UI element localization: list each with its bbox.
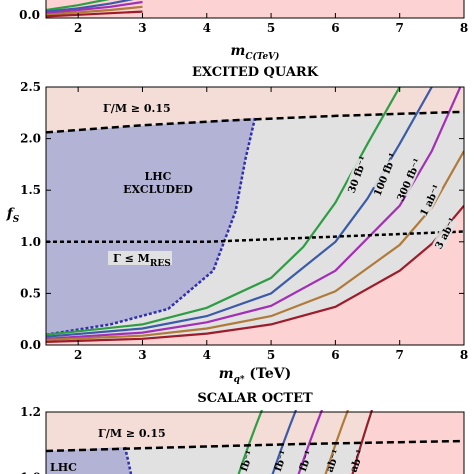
top-red-region <box>46 0 464 18</box>
y-tick-label: 2.0 <box>20 132 41 146</box>
x-tick-label: 3 <box>138 348 146 362</box>
series-label-bg <box>373 157 397 192</box>
series-line <box>46 87 433 338</box>
bottom-frame <box>45 411 465 474</box>
y-tick-label: 1.5 <box>20 183 41 197</box>
bottom-series-line <box>351 410 374 474</box>
top-x-tick-label: 5 <box>267 21 275 35</box>
top-x-tick-label: 7 <box>396 21 404 35</box>
bottom-width-line <box>46 439 464 453</box>
bottom-excluded-boundary <box>123 446 133 474</box>
lhc-excluded-region <box>46 118 255 335</box>
series-line <box>46 87 401 336</box>
bottom-series-line <box>324 410 350 474</box>
width-lower-label-bg <box>108 251 172 265</box>
x-tick-label: 5 <box>267 348 275 362</box>
series-label-bg <box>396 162 421 197</box>
y-axis-label: fS <box>6 206 20 225</box>
top-x-tick-label: 6 <box>331 21 339 35</box>
top-plot-area <box>46 0 464 18</box>
bottom-y-tick-label: 1.0 <box>20 471 41 474</box>
series-label-bg <box>345 157 369 192</box>
excluded-label-line1: LHC <box>145 170 172 183</box>
top-series-line <box>46 0 110 12</box>
series-label-bg <box>417 183 443 218</box>
bottom-series-line <box>297 410 324 474</box>
y-tick-label: 0.0 <box>20 338 41 352</box>
x-tick-label: 6 <box>331 348 339 362</box>
unreachable-region <box>46 87 464 345</box>
top-x-tick-label: 2 <box>74 21 82 35</box>
width-lower-label: Γ ≤ MRES <box>113 252 171 269</box>
top-x-tick-label: 8 <box>460 21 468 35</box>
x-tick-label: 7 <box>396 348 404 362</box>
main-plot-area <box>46 87 464 345</box>
x-tick-label: 8 <box>460 348 468 362</box>
wide-width-region <box>46 87 464 133</box>
x-axis-label: mq* (TeV) <box>219 366 292 385</box>
main-frame <box>45 86 465 346</box>
top-x-tick-label: 3 <box>138 21 146 35</box>
bottom-chart-title: SCALAR OCTET <box>197 391 313 406</box>
bottom-excluded-region <box>46 447 130 474</box>
top-x-tick-label: 4 <box>203 21 211 35</box>
top-series-line <box>46 5 143 16</box>
top-y-tick-label: 0.0 <box>19 8 40 22</box>
bottom-plot-area <box>46 410 464 474</box>
excited-quark-panel: EXCITED QUARK 2 3 4 5 6 7 8 0.0 0.5 1.0 1.5 2.0 2.5 mq… <box>6 65 468 385</box>
chart-title: EXCITED QUARK <box>192 65 319 80</box>
top-series-line <box>46 10 143 18</box>
top-x-axis-label: mC(TeV) <box>231 43 280 62</box>
bottom-series-line <box>237 410 264 474</box>
y-tick-label: 2.5 <box>20 80 41 94</box>
bottom-y-tick-label: 1.2 <box>20 405 41 419</box>
width-lower-line <box>46 230 464 244</box>
excluded-label-line2: EXCLUDED <box>123 183 193 196</box>
top-panel: 2 3 4 5 6 7 8 0.0 mC(TeV) <box>19 0 468 62</box>
x-tick-label: 2 <box>74 348 82 362</box>
top-frame <box>45 0 465 19</box>
lhc-excluded-boundary <box>46 117 257 336</box>
bottom-width-upper-label: Γ/M ≥ 0.15 <box>98 427 166 440</box>
top-series-line <box>46 0 135 13</box>
top-series-line <box>46 0 143 15</box>
bottom-wide-width-region <box>46 412 464 451</box>
width-upper-label: Γ/M ≥ 0.15 <box>103 102 171 115</box>
width-upper-line <box>46 110 464 134</box>
x-tick-label: 4 <box>203 348 211 362</box>
bottom-excluded-label: LHC <box>50 461 77 474</box>
series-line <box>46 87 462 340</box>
series-line <box>46 204 464 343</box>
width-upper-label-bg <box>98 101 176 115</box>
series-label-bg <box>432 216 458 251</box>
y-tick-label: 0.5 <box>20 286 41 300</box>
bottom-series-line <box>271 410 298 474</box>
y-tick-label: 1.0 <box>20 235 41 249</box>
